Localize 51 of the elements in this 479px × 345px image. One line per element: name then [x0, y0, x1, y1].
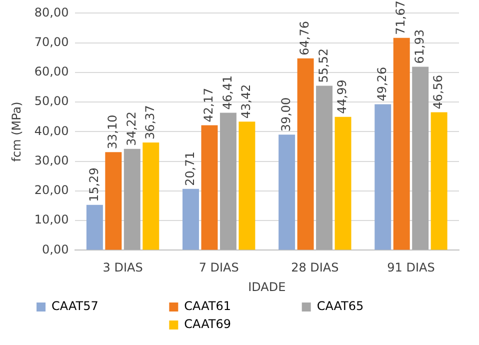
bar	[182, 188, 199, 250]
data-label: 71,67	[394, 0, 408, 35]
bar	[334, 116, 352, 250]
y-axis-title: fcm (MPa)	[9, 102, 24, 162]
bar	[86, 204, 103, 250]
legend-label: CAAT65	[316, 299, 428, 314]
y-tick-label: 80,00	[34, 5, 69, 20]
bar	[220, 112, 236, 250]
data-label: 36,37	[143, 105, 158, 140]
y-tick-label: 70,00	[34, 34, 69, 49]
data-label: 49,26	[374, 66, 389, 102]
data-label: 46,56	[431, 74, 446, 110]
data-label: 46,41	[220, 75, 234, 110]
y-tick-label: 60,00	[34, 64, 69, 79]
y-tick-label: 50,00	[34, 94, 69, 108]
legend-label: CAAT69	[184, 317, 296, 332]
data-label: 64,76	[298, 20, 312, 56]
y-tick-label: 40,00	[34, 124, 69, 138]
y-tick-label: 10,00	[34, 212, 69, 227]
bar	[430, 112, 448, 250]
bar	[412, 66, 429, 250]
x-tick-label: 91 DIAS	[387, 260, 435, 275]
data-label: 34,22	[124, 111, 138, 146]
bar	[297, 58, 314, 250]
data-label: 20,71	[182, 151, 197, 186]
data-label: 39,00	[278, 97, 293, 132]
bar	[393, 38, 410, 250]
data-label: 42,17	[202, 88, 216, 122]
bar	[316, 86, 333, 250]
legend-label: CAAT61	[184, 299, 296, 314]
y-tick-label: 0,00	[42, 242, 69, 256]
bar	[278, 134, 296, 250]
legend-label: CAAT57	[52, 299, 164, 314]
bar	[124, 148, 140, 250]
bar	[105, 152, 122, 250]
data-label: 33,10	[106, 114, 120, 150]
data-label: 61,93	[412, 29, 426, 64]
y-tick-label: 20,00	[34, 183, 69, 198]
data-label: 44,99	[335, 80, 350, 114]
x-axis-title: IDADE	[248, 280, 286, 294]
data-label: 15,29	[86, 168, 101, 202]
bar	[142, 142, 160, 250]
y-tick-label: 30,00	[34, 153, 69, 168]
x-tick-label: 3 DIAS	[102, 260, 143, 275]
x-tick-label: 28 DIAS	[291, 260, 339, 275]
data-label: 43,42	[239, 84, 254, 119]
bar	[374, 104, 392, 250]
bar	[201, 125, 218, 250]
data-label: 55,52	[316, 48, 330, 83]
bar	[238, 122, 256, 250]
x-tick-label: 7 DIAS	[198, 260, 239, 275]
